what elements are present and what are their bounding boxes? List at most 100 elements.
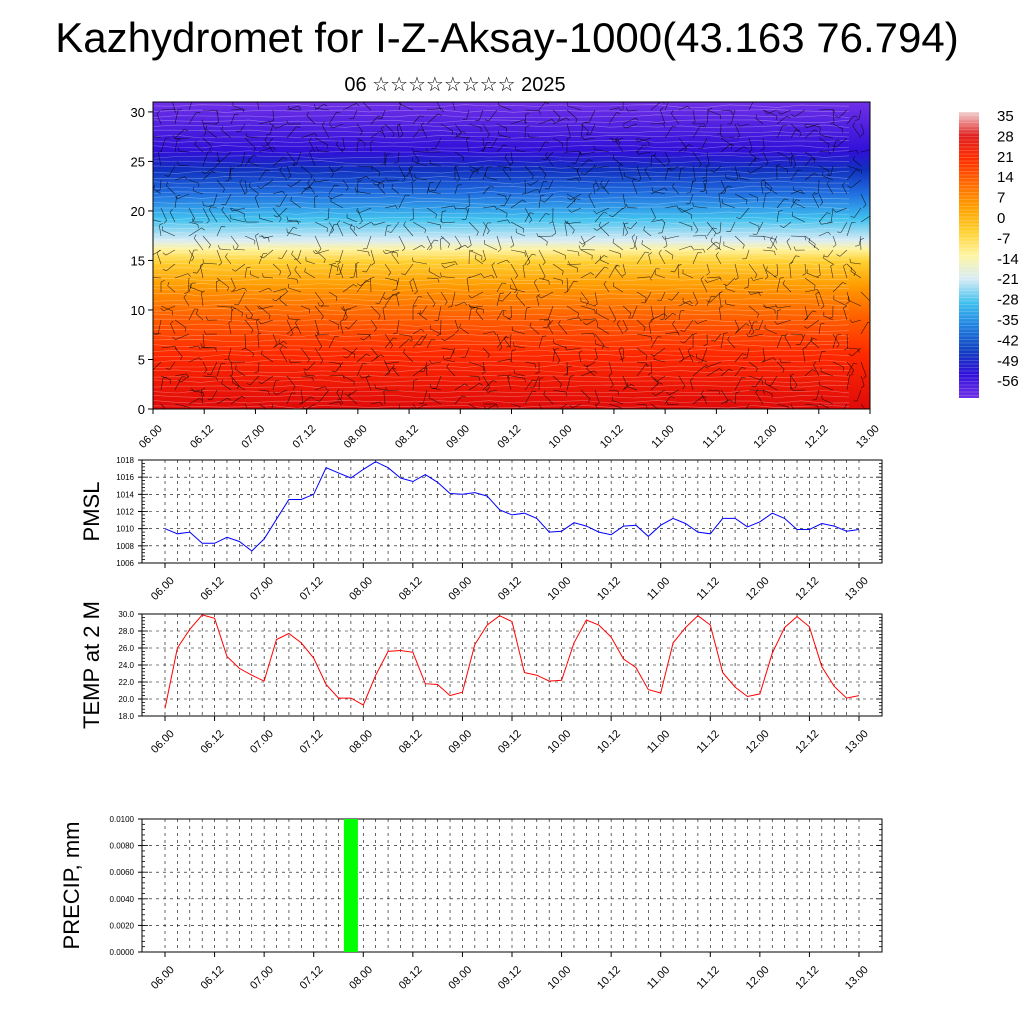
wind-barb: [228, 165, 232, 181]
wind-barb-flag: [430, 189, 436, 191]
wind-barb-flag: [147, 370, 151, 372]
wind-barb-flag: [429, 159, 431, 164]
contour-line: [153, 129, 850, 134]
wind-barb: [650, 375, 659, 382]
wind-barb: [153, 332, 162, 335]
wind-barb: [664, 331, 678, 335]
wind-barb-flag: [150, 329, 151, 333]
wind-barb: [244, 403, 248, 409]
wind-barb-flag: [567, 136, 571, 140]
wind-barb-flag: [524, 252, 526, 257]
wind-barb-flag: [464, 383, 469, 387]
wind-barb: [288, 287, 302, 293]
wind-barb: [536, 296, 540, 307]
wind-barb: [261, 353, 274, 363]
wind-barb: [415, 177, 428, 181]
wind-barb: [622, 193, 626, 208]
wind-barb: [756, 221, 764, 235]
wind-barb: [168, 165, 176, 177]
wind-barb-flag: [416, 343, 421, 345]
wind-barb-flag: [506, 259, 510, 264]
x-tick-label: 07.00: [239, 423, 267, 451]
wind-barb-flag: [192, 272, 197, 274]
wind-barb-flag: [705, 235, 708, 240]
wind-barb: [162, 230, 176, 237]
wind-barb: [468, 375, 479, 377]
wind-barb: [764, 328, 778, 335]
wind-barb: [622, 347, 625, 359]
wind-barb: [846, 361, 854, 371]
contour-line: [153, 231, 850, 236]
y-tick-label: 15: [131, 253, 145, 268]
wind-barb: [664, 102, 669, 111]
wind-barb-flag: [812, 191, 816, 196]
wind-barb-flag: [577, 178, 580, 182]
wind-barb-flag: [819, 126, 821, 131]
wind-barb: [622, 319, 628, 330]
wind-barb: [654, 359, 666, 363]
wind-barb: [169, 211, 176, 223]
wind-barb: [286, 375, 296, 387]
wind-barb-flag: [293, 227, 298, 229]
wind-barb-flag: [763, 390, 765, 395]
wind-barb-flag: [761, 360, 765, 363]
wind-barb: [501, 291, 512, 302]
wind-barb: [328, 112, 337, 125]
wind-barb: [730, 221, 736, 232]
wind-barb: [210, 361, 218, 375]
wind-barb-flag: [258, 381, 262, 385]
wind-barb-flag: [552, 232, 556, 236]
wind-barb: [533, 375, 540, 389]
wind-barb: [342, 347, 356, 355]
wind-barb-flag: [703, 123, 706, 128]
wind-barb: [426, 207, 437, 215]
wind-barb: [216, 179, 225, 190]
wind-barb: [238, 291, 246, 306]
wind-barb: [175, 333, 190, 340]
wind-barb: [482, 206, 496, 209]
wind-barb: [196, 263, 204, 274]
wind-barb: [566, 178, 578, 181]
wind-barb: [678, 105, 688, 111]
wind-barb-flag: [580, 172, 585, 175]
wind-barb: [457, 136, 470, 139]
wind-barb: [412, 115, 421, 125]
wind-barb: [281, 249, 288, 259]
wind-barb: [622, 375, 628, 386]
wind-barb-flag: [755, 157, 760, 160]
y-tick-label: 0.0080: [110, 842, 135, 851]
wind-barb-flag: [672, 313, 677, 316]
wind-barb-flag: [702, 248, 706, 253]
wind-barb: [538, 277, 549, 282]
wind-barb-flag: [396, 292, 401, 295]
wind-barb-flag: [349, 276, 354, 278]
wind-barb: [750, 291, 764, 295]
wind-barb-flag: [370, 276, 375, 279]
wind-barb: [272, 109, 274, 121]
wind-barb: [201, 390, 204, 405]
wind-barb-flag: [208, 206, 212, 210]
wind-barb-flag: [392, 289, 397, 291]
wind-barb-flag: [579, 151, 582, 155]
wind-barb-flag: [232, 245, 235, 250]
wind-barb: [661, 291, 666, 301]
wind-barb: [177, 193, 190, 199]
wind-barb: [165, 185, 176, 195]
wind-barb-flag: [500, 292, 505, 294]
wind-barb: [776, 198, 785, 209]
wind-barb-flag: [336, 389, 340, 393]
wind-barb: [275, 291, 288, 302]
wind-barb: [482, 380, 494, 391]
wind-barb-flag: [162, 376, 167, 379]
wind-barb: [707, 277, 722, 283]
wind-barb: [482, 142, 488, 153]
wind-barb-flag: [480, 273, 484, 277]
wind-barb: [315, 107, 330, 111]
wind-barb-flag: [419, 115, 424, 118]
wind-barb-flag: [754, 158, 757, 162]
colorbar-label: 7: [997, 190, 1005, 207]
wind-barb-flag: [201, 119, 204, 124]
wind-barb: [160, 375, 171, 381]
wind-barb-flag: [306, 111, 309, 116]
wind-barb: [748, 137, 753, 150]
